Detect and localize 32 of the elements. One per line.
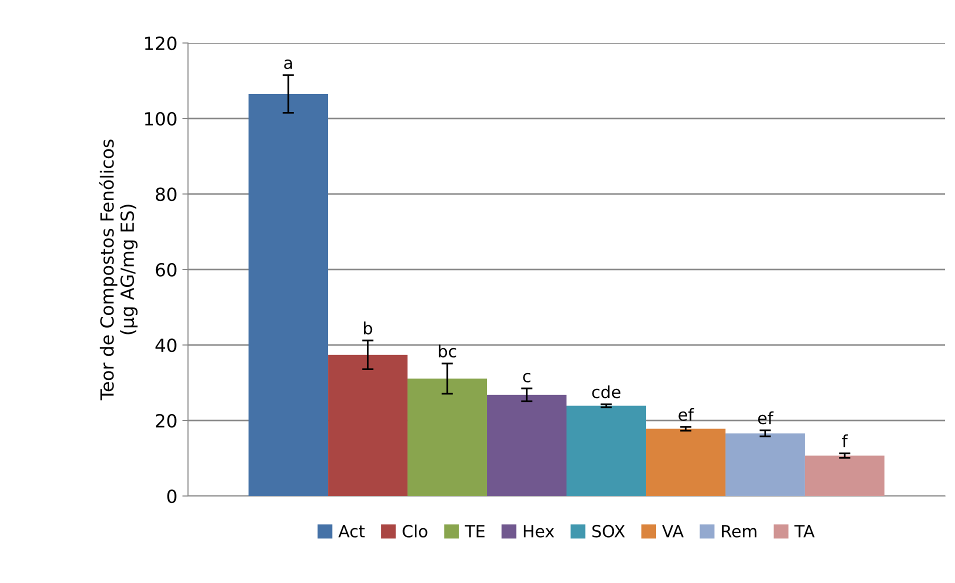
legend-label: SOX xyxy=(592,524,625,538)
annotation: f xyxy=(842,434,848,448)
y-tick-label: 120 xyxy=(145,36,176,50)
annotation: b xyxy=(364,322,372,334)
bar xyxy=(487,394,566,496)
annotation: cde xyxy=(592,385,620,398)
legend-label: TA xyxy=(794,525,815,538)
y-tick-label: 80 xyxy=(156,187,176,202)
y-axis-title: Teor de Compostos Fenólicos (µg AG/mg ES) xyxy=(99,140,138,400)
y-tick-label: 20 xyxy=(156,414,176,428)
annotation: c xyxy=(523,372,530,382)
bar xyxy=(725,433,805,496)
annotation: ef xyxy=(758,411,774,424)
annotation: bc xyxy=(438,344,456,358)
y-tick-label: 40 xyxy=(155,338,176,352)
legend-label: Clo xyxy=(402,524,428,538)
bar xyxy=(408,378,488,496)
y-tick-label: 0 xyxy=(167,489,176,504)
bar xyxy=(646,428,726,496)
legend-label: TE xyxy=(464,525,485,538)
legend-label: Rem xyxy=(722,525,756,538)
y-tick-label: 60 xyxy=(156,262,176,277)
bar xyxy=(566,406,646,496)
legend-label: Hex xyxy=(524,525,554,538)
annotation: ef xyxy=(678,408,694,421)
bar xyxy=(804,456,884,496)
annotation: a xyxy=(284,60,292,70)
legend-label: VA xyxy=(662,525,684,538)
y-tick-label: 100 xyxy=(145,112,176,126)
bar xyxy=(328,354,408,496)
legend-label: Act xyxy=(338,525,365,538)
bar xyxy=(248,94,328,496)
